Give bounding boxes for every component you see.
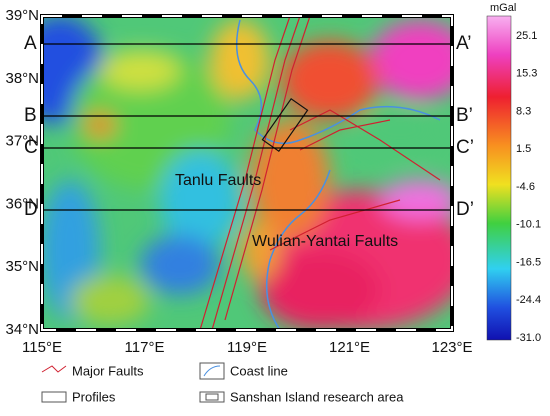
annotation: Wulian-Yantai Faults [252,233,398,250]
annotation: Tanlu Faults [175,172,261,189]
legend-label: Profiles [72,389,116,404]
legend-icon [199,391,225,403]
legend-icon [199,362,225,380]
coastline [235,19,441,330]
colorbar-label: 1.5 [516,143,531,155]
longitude-label: 123°E [431,339,472,356]
longitude-label: 115°E [22,339,62,356]
colorbar-label: 25.1 [516,30,537,42]
legend-label: Sanshan Island research area [230,389,404,404]
colorbar-label: -10.1 [516,219,541,231]
legend-label: Coast line [230,363,288,378]
major-faults [199,16,441,330]
profile-end: A’ [456,33,471,54]
legend-label: Major Faults [72,363,144,378]
longitude-label: 119°E [227,339,267,356]
profile-start: C [24,137,38,158]
profile-end: D’ [456,199,474,220]
colorbar-label: -24.4 [516,294,541,306]
colorbar-label: -16.5 [516,256,541,268]
colorbar-label: 15.3 [516,68,537,80]
legend-icon [41,391,67,403]
profile-start: D [24,199,38,220]
latitude-label: 35°N [5,258,39,275]
latitude-label: 37°N [5,133,39,150]
profile-end: B’ [456,105,473,126]
latitude-label: 36°N [5,195,39,212]
longitude-label: 121°E [329,339,370,356]
colorbar [486,15,512,341]
colorbar-unit: mGal [490,2,516,14]
legend-icon [203,365,221,377]
profile-end: C’ [456,137,474,158]
profile-start: A [24,33,37,54]
colorbar-label: -4.6 [516,181,535,193]
sanshan-area [261,97,309,153]
map-frame-dash [41,15,453,331]
latitude-label: 38°N [5,70,39,87]
legend-icon [205,393,219,401]
latitude-label: 34°N [5,321,39,338]
colorbar-label: 8.3 [516,105,531,117]
profile-start: B [24,105,37,126]
longitude-label: 117°E [125,339,165,356]
latitude-label: 39°N [5,7,39,24]
profile-lines [42,43,452,211]
colorbar-label: -31.0 [516,332,541,344]
legend-icon [41,365,67,373]
